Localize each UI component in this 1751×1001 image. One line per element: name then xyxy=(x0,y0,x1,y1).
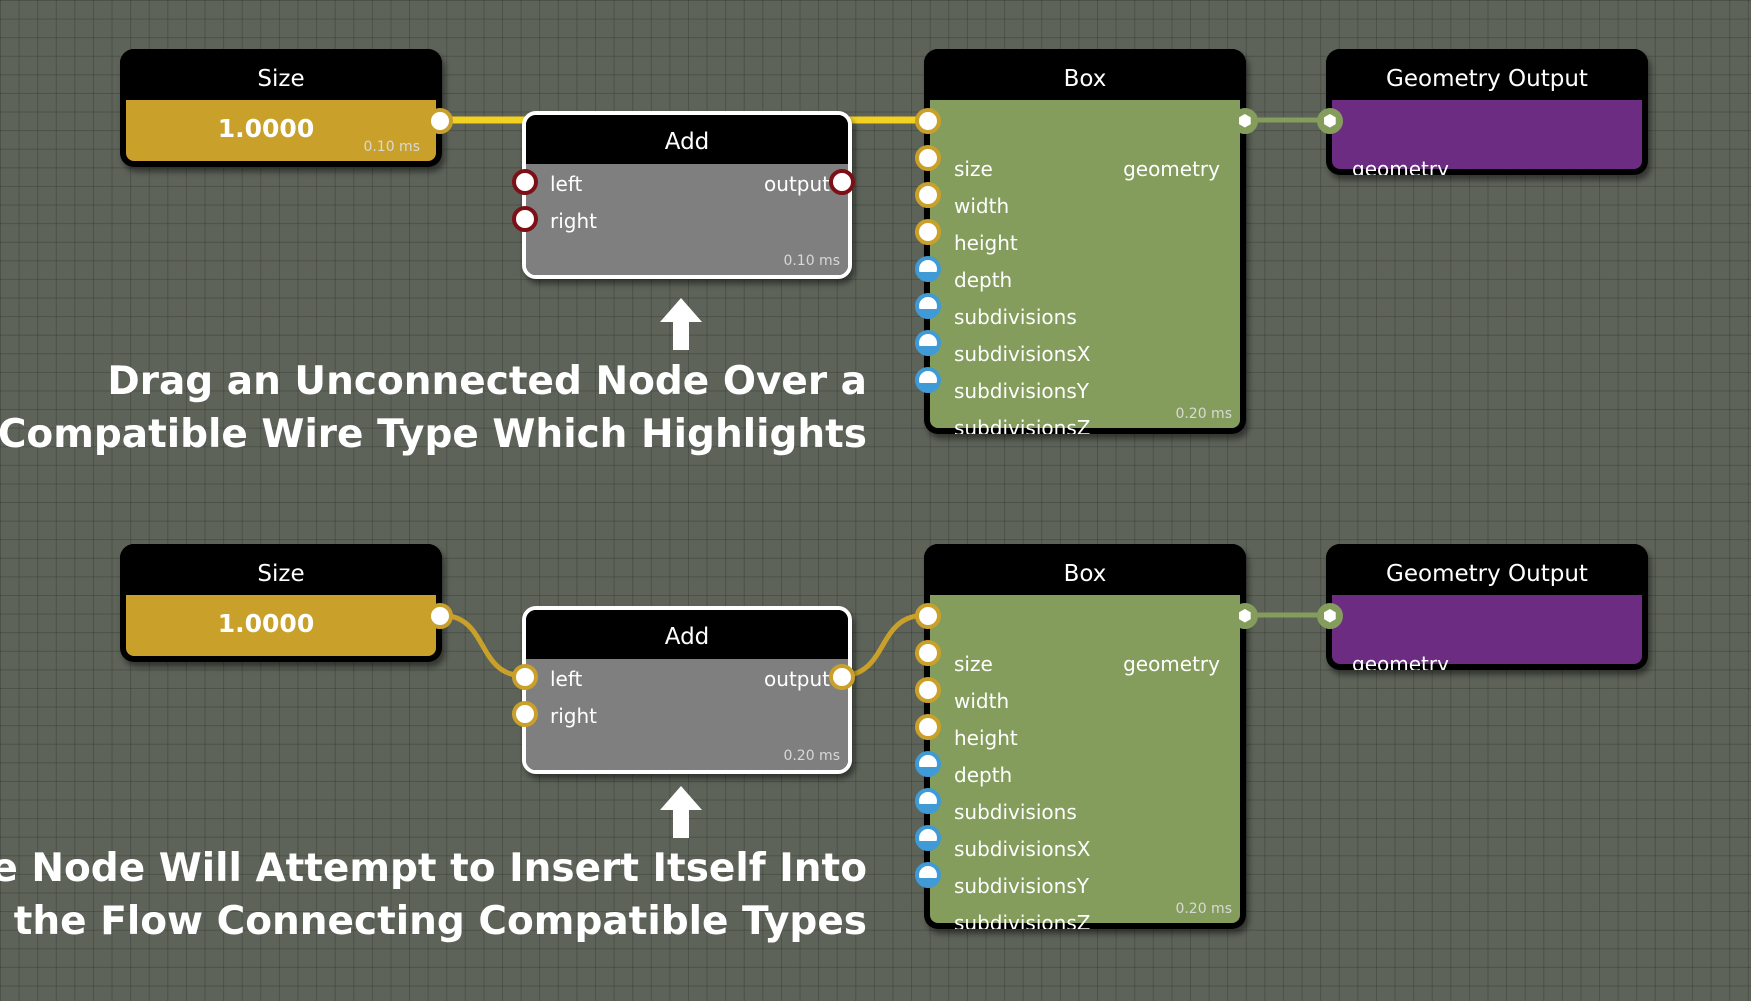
add-output-port[interactable] xyxy=(829,169,855,195)
node-title: Box xyxy=(924,49,1246,100)
box-subdivisions-port[interactable] xyxy=(915,256,941,282)
box-input-label: subdivisionsY xyxy=(954,379,1089,403)
add-left-label: left xyxy=(550,172,583,196)
node-title: Size xyxy=(120,544,442,595)
add-left-port[interactable] xyxy=(512,664,538,690)
node-title: Geometry Output xyxy=(1326,544,1648,595)
box-subdivisionsz-port[interactable] xyxy=(915,862,941,888)
cube-icon[interactable]: ⬢ xyxy=(1317,108,1343,134)
box-subdivisionsx-port[interactable] xyxy=(915,788,941,814)
size-node[interactable]: Size 1.0000 0.10 ms xyxy=(120,49,442,167)
node-title: Box xyxy=(924,544,1246,595)
add-left-port[interactable] xyxy=(512,169,538,195)
box-subdivisionsy-port[interactable] xyxy=(915,330,941,356)
node-title: Add xyxy=(526,610,848,659)
box-input-label: subdivisionsX xyxy=(954,837,1091,861)
geometry-input-label: geometry xyxy=(1352,652,1449,670)
caption-line: Drag an Unconnected Node Over a xyxy=(107,359,867,404)
box-input-label: height xyxy=(954,231,1018,255)
add-to-box-wire[interactable] xyxy=(839,612,927,679)
node-title: Geometry Output xyxy=(1326,49,1648,100)
node-timing: 0.20 ms xyxy=(783,748,840,764)
node-body: size width height depth subdivisions sub… xyxy=(930,100,1240,434)
node-timing: 0.20 ms xyxy=(1175,901,1232,917)
box-node[interactable]: Box size width height depth subdivisions… xyxy=(924,544,1246,929)
box-output-label: geometry xyxy=(1123,157,1220,181)
node-body: size width height depth subdivisions sub… xyxy=(930,595,1240,929)
box-input-label: size xyxy=(954,157,993,181)
box-output-label: geometry xyxy=(1123,652,1220,676)
box-input-label: size xyxy=(954,652,993,676)
node-body: geometry xyxy=(1332,595,1642,670)
add-right-port[interactable] xyxy=(512,206,538,232)
box-depth-port[interactable] xyxy=(915,219,941,245)
size-to-add-wire[interactable] xyxy=(439,612,526,679)
add-left-label: left xyxy=(550,667,583,691)
geometry-input-label: geometry xyxy=(1352,157,1449,175)
node-body: left right output 0.20 ms xyxy=(526,659,848,770)
box-input-label: depth xyxy=(954,763,1013,787)
cube-icon[interactable]: ⬢ xyxy=(1232,108,1258,134)
box-width-port[interactable] xyxy=(915,145,941,171)
add-node[interactable]: Add left right output 0.20 ms xyxy=(522,606,852,774)
node-timing: 0.20 ms xyxy=(1175,406,1232,422)
cube-icon[interactable]: ⬢ xyxy=(1232,603,1258,629)
node-title: Size xyxy=(120,49,442,100)
add-output-label: output xyxy=(764,667,830,691)
arrow-up-icon xyxy=(660,298,702,350)
size-value[interactable]: 1.0000 xyxy=(217,609,315,638)
box-input-label: depth xyxy=(954,268,1013,292)
box-input-label: subdivisionsZ xyxy=(954,416,1091,434)
add-output-port[interactable] xyxy=(829,664,855,690)
cube-icon[interactable]: ⬢ xyxy=(1317,603,1343,629)
add-node[interactable]: Add left right output 0.10 ms xyxy=(522,111,852,279)
box-input-label: subdivisions xyxy=(954,800,1077,824)
box-height-port[interactable] xyxy=(915,182,941,208)
box-subdivisionsy-port[interactable] xyxy=(915,825,941,851)
box-input-label: width xyxy=(954,194,1010,218)
arrow-up-icon xyxy=(660,786,702,838)
caption-line: Compatible Wire Type Which Highlights xyxy=(0,412,867,457)
box-input-label: height xyxy=(954,726,1018,750)
node-body: geometry xyxy=(1332,100,1642,175)
add-right-label: right xyxy=(550,704,597,728)
node-body: left right output 0.10 ms xyxy=(526,164,848,275)
box-input-label: subdivisionsZ xyxy=(954,911,1091,929)
add-output-label: output xyxy=(764,172,830,196)
caption: The Node Will Attempt to Insert Itself I… xyxy=(0,842,867,948)
box-width-port[interactable] xyxy=(915,640,941,666)
box-subdivisionsz-port[interactable] xyxy=(915,367,941,393)
box-subdivisions-port[interactable] xyxy=(915,751,941,777)
caption-line: the Flow Connecting Compatible Types xyxy=(13,899,867,944)
box-input-label: subdivisions xyxy=(954,305,1077,329)
geometry-output-node[interactable]: Geometry Output geometry xyxy=(1326,544,1648,670)
size-output-port[interactable] xyxy=(427,603,453,629)
size-value[interactable]: 1.0000 xyxy=(217,114,315,143)
box-depth-port[interactable] xyxy=(915,714,941,740)
box-height-port[interactable] xyxy=(915,677,941,703)
caption-line: The Node Will Attempt to Insert Itself I… xyxy=(0,846,867,891)
box-input-label: subdivisionsY xyxy=(954,874,1089,898)
size-output-port[interactable] xyxy=(427,108,453,134)
size-node[interactable]: Size 1.0000 xyxy=(120,544,442,662)
box-node[interactable]: Box size width height depth subdivisions… xyxy=(924,49,1246,434)
add-right-port[interactable] xyxy=(512,701,538,727)
geometry-output-node[interactable]: Geometry Output geometry xyxy=(1326,49,1648,175)
caption: Drag an Unconnected Node Over a Compatib… xyxy=(0,355,867,461)
box-input-label: subdivisionsX xyxy=(954,342,1091,366)
box-input-label: width xyxy=(954,689,1010,713)
node-title: Add xyxy=(526,115,848,164)
node-body: 1.0000 0.10 ms xyxy=(126,100,436,161)
node-body: 1.0000 xyxy=(126,595,436,656)
box-size-port[interactable] xyxy=(915,603,941,629)
node-timing: 0.10 ms xyxy=(363,139,420,155)
node-timing: 0.10 ms xyxy=(783,253,840,269)
add-right-label: right xyxy=(550,209,597,233)
box-size-port[interactable] xyxy=(915,108,941,134)
box-subdivisionsx-port[interactable] xyxy=(915,293,941,319)
